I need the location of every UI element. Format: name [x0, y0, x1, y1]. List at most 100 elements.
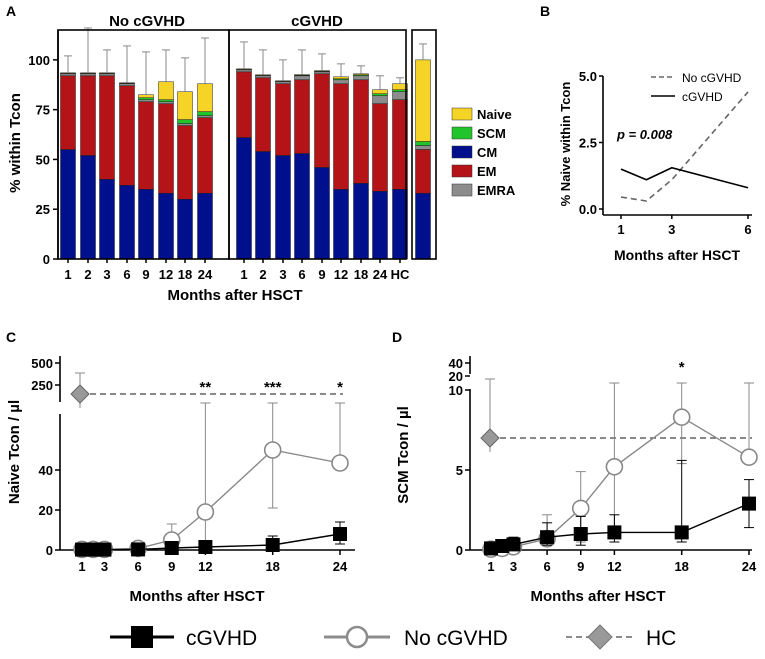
bar-em-13	[333, 83, 349, 190]
bar-naive-3	[119, 82, 135, 84]
panel-c-xtick-label-18: 18	[265, 559, 279, 574]
panel-a-stacked-bar-chart: % within Tcon Months after HSCT No cGVHD…	[7, 13, 516, 304]
bar-cm-11	[294, 153, 310, 260]
panel-c-marker-cgvhd-5	[198, 540, 213, 554]
panel-a-ytick-label-25: 25	[36, 202, 50, 217]
panel-letter-c: C	[6, 329, 16, 345]
panel-c-marker-cgvhd-2	[97, 542, 112, 557]
bar-cm-0	[60, 149, 76, 260]
panel-c-xtick-label-24: 24	[333, 559, 348, 574]
panel-a-xtick-label-g1-1: 1	[240, 267, 247, 282]
panel-b-line-cgvhd	[620, 166, 749, 189]
panel-c-marker-no-cgvhd-7	[331, 454, 349, 472]
bar-scm-17	[415, 141, 431, 146]
panel-d-ylabel: SCM Tcon / µl	[395, 406, 412, 504]
legend-swatch-emra	[451, 183, 473, 197]
panel-d-marker-cgvhd-7	[742, 496, 756, 511]
panel-c-marker-cgvhd-7	[333, 527, 347, 541]
legend-swatch-scm	[451, 126, 473, 140]
panel-c-line-chart: Naive Tcon / µl Months after HSCT 0 20 40 2…	[6, 356, 355, 605]
group-title-cgvhd: cGVHD	[291, 13, 343, 30]
panel-a-ytick-label-75: 75	[36, 103, 50, 118]
legend-label-emra: EMRA	[477, 183, 516, 198]
bottom-legend: cGVHD No cGVHD HC	[110, 624, 676, 650]
bar-em-2	[99, 75, 115, 180]
panel-b-xtick-label-6: 6	[744, 222, 751, 237]
bar-em-9	[255, 77, 271, 152]
panel-d-marker-cgvhd-4	[573, 527, 588, 541]
bar-naive-5	[158, 81, 174, 100]
bar-emra-4	[138, 99, 154, 102]
bar-naive-1	[80, 72, 96, 74]
bar-emra-11	[294, 75, 310, 81]
panel-c-xlabel: Months after HSCT	[130, 588, 265, 605]
bar-cm-9	[255, 151, 271, 260]
bar-em-17	[415, 149, 431, 194]
panel-a-xtick-label-g0-24: 24	[198, 267, 213, 282]
panel-c-xtick-label-3: 3	[101, 559, 108, 574]
panel-b-ylabel: % Naive within Tcon	[558, 82, 573, 207]
panel-a-group-frame-2	[411, 29, 437, 260]
panel-d-xtick-label-3: 3	[510, 559, 517, 574]
panel-b-legend-label-1: cGVHD	[682, 90, 723, 104]
panel-c-xtick-label-12: 12	[198, 559, 212, 574]
bar-scm-4	[138, 97, 154, 100]
panel-d-marker-cgvhd-6	[674, 525, 689, 540]
bar-naive-9	[255, 74, 271, 76]
panel-a-ytick-label-50: 50	[36, 152, 50, 167]
panel-c-marker-cgvhd-1	[86, 542, 101, 557]
panel-a-xtick-label-g1-6: 6	[298, 267, 305, 282]
bar-naive-12	[314, 70, 330, 72]
panel-d-xlabel: Months after HSCT	[531, 588, 666, 605]
bar-cm-10	[275, 155, 291, 260]
panel-d-xtick-label-24: 24	[742, 559, 757, 574]
bar-emra-5	[158, 101, 174, 104]
bar-cm-12	[314, 167, 330, 260]
bar-em-6	[177, 125, 193, 200]
bar-em-11	[294, 79, 310, 154]
legend-swatch-cm	[451, 145, 473, 159]
panel-d-ytick-label-5: 5	[456, 463, 463, 478]
panel-a-xtick-label-g0-12: 12	[159, 267, 173, 282]
panel-c-significance-12: **	[200, 379, 212, 396]
panel-d-marker-no-cgvhd-4	[571, 499, 590, 518]
panel-d-line-chart: SCM Tcon / µl Months after HSCT 0 5 102040…	[395, 356, 758, 605]
panel-a-ytick-label-100: 100	[28, 53, 50, 68]
panel-c-marker-cgvhd-6	[265, 538, 280, 552]
bar-cm-15	[372, 191, 388, 260]
panel-a-ytick-label-0: 0	[43, 252, 50, 267]
panel-a-xtick-label-g0-18: 18	[178, 267, 192, 282]
bar-emra-0	[60, 73, 76, 77]
panel-b-line-chart: % Naive within Tcon Months after HSCT p …	[558, 69, 752, 263]
panel-b-line-no-cgvhd	[620, 91, 749, 202]
panel-c-ytick-label-20: 20	[39, 503, 53, 518]
bar-em-5	[158, 103, 174, 194]
bar-emra-15	[372, 95, 388, 104]
panel-letter-a: A	[6, 3, 16, 19]
bar-emra-14	[353, 75, 369, 81]
panel-b-xtick-label-1: 1	[617, 222, 624, 237]
bar-naive-13	[333, 76, 349, 80]
group-title-no-cgvhd: No cGVHD	[109, 13, 185, 30]
panel-c-xtick-label-6: 6	[134, 559, 141, 574]
bar-emra-9	[255, 75, 271, 79]
bar-cm-8	[236, 137, 252, 260]
bar-cm-2	[99, 179, 115, 260]
legend-label-naive: Naive	[477, 107, 512, 122]
panel-c-ylabel: Naive Tcon / µl	[6, 400, 23, 504]
panel-b-xlabel: Months after HSCT	[614, 247, 740, 263]
bar-naive-7	[197, 83, 213, 112]
bar-naive-0	[60, 72, 76, 74]
panel-c-ytick-label-40: 40	[39, 463, 53, 478]
panel-d-marker-cgvhd-1	[495, 539, 510, 553]
bar-emra-17	[415, 145, 431, 150]
panel-c-ytick-label-upper-500: 500	[31, 356, 53, 371]
panel-c-ytick-label-upper-250: 250	[31, 378, 53, 393]
panel-c-significance-24: *	[337, 379, 343, 396]
bar-em-8	[236, 71, 252, 138]
bar-emra-8	[236, 69, 252, 73]
panel-c-marker-cgvhd-3	[131, 542, 146, 557]
panel-b-ytick-label-5.0: 5.0	[579, 69, 597, 84]
bar-emra-6	[177, 123, 193, 126]
